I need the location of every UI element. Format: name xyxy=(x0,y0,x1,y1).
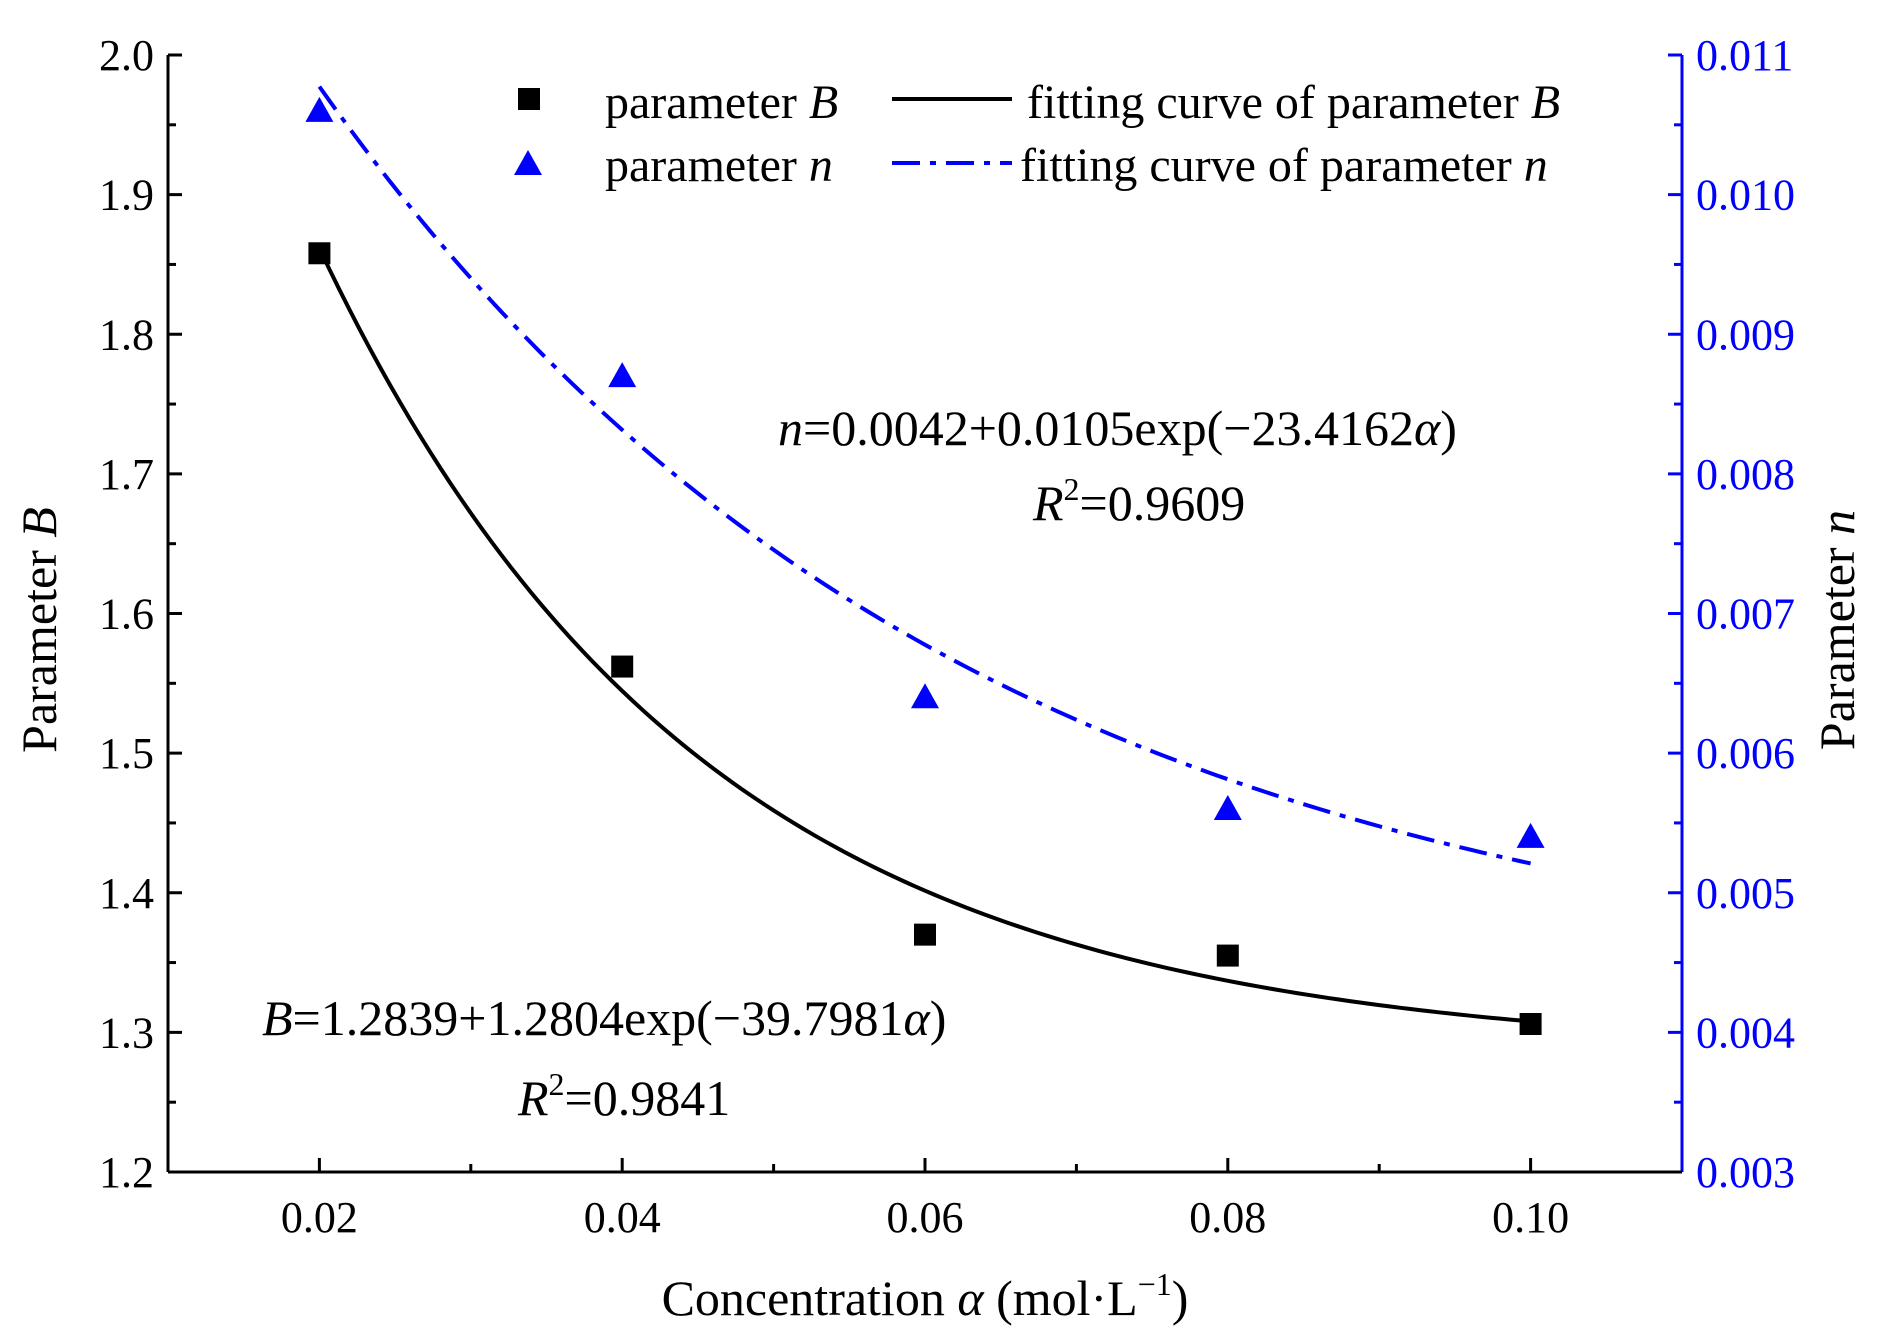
right-tick-label: 0.009 xyxy=(1696,310,1795,359)
left-axis-title-prefix: Parameter xyxy=(11,538,67,753)
x-axis-ticks: 0.02 0.04 0.06 0.08 0.10 xyxy=(166,1158,1569,1242)
x-tick-label: 0.04 xyxy=(584,1193,661,1242)
equation-b-body: =1.2839+1.2804exp(−39.7981 xyxy=(293,990,904,1046)
equation-b-close: ) xyxy=(930,990,947,1046)
right-tick-label: 0.007 xyxy=(1696,590,1795,639)
left-tick-label: 1.8 xyxy=(99,310,154,359)
marker-n-point xyxy=(1213,794,1242,820)
left-tick-label: 1.9 xyxy=(99,171,154,220)
x-axis-title-symbol: α xyxy=(957,1270,985,1326)
equation-n-body: =0.0042+0.0105exp(−23.4162 xyxy=(803,400,1414,456)
marker-b-point xyxy=(611,655,634,678)
right-axis-ticks: 0.003 0.004 0.005 0.006 0.007 0.008 0.009 0.010… xyxy=(1668,31,1795,1197)
right-tick-label: 0.008 xyxy=(1696,450,1795,499)
r2-b-value: =0.9841 xyxy=(565,1070,731,1126)
left-axis-title-var: B xyxy=(11,507,67,538)
equation-b-symbol: α xyxy=(903,990,931,1046)
legend-label-fit-n: fitting curve of parameter n xyxy=(1020,139,1548,192)
legend-label-n-var: n xyxy=(809,139,833,192)
r2-n: R2=0.9609 xyxy=(1032,471,1245,531)
left-axis-ticks: 1.2 1.3 1.4 1.5 1.6 1.7 1.8 1.9 2.0 xyxy=(99,31,182,1197)
x-axis-title-prefix: Concentration xyxy=(662,1270,958,1326)
legend-label-fit-b-prefix: fitting curve of parameter xyxy=(1027,76,1531,129)
left-tick-label: 1.7 xyxy=(99,450,154,499)
left-tick-label: 1.4 xyxy=(99,869,154,918)
right-axis-title: Parameter n xyxy=(1809,510,1865,750)
equation-b-var: B xyxy=(262,990,293,1046)
right-tick-label: 0.003 xyxy=(1696,1148,1795,1197)
legend-label-b-var: B xyxy=(809,76,838,129)
r2-b: R2=0.9841 xyxy=(517,1066,730,1126)
series-b-markers xyxy=(308,242,1542,1035)
left-tick-label: 1.6 xyxy=(99,590,154,639)
right-axis-title-prefix: Parameter xyxy=(1809,535,1865,750)
left-tick-label: 1.2 xyxy=(99,1148,154,1197)
marker-b-point xyxy=(1519,1012,1542,1035)
legend-marker-n xyxy=(514,150,542,175)
r2-b-sup: 2 xyxy=(549,1066,565,1102)
equation-n: n=0.0042+0.0105exp(−23.4162α) xyxy=(778,400,1457,456)
legend-label-fit-n-var: n xyxy=(1524,139,1548,192)
marker-b-point xyxy=(914,923,936,946)
legend-label-b: parameter B xyxy=(605,76,838,129)
marker-n-point xyxy=(911,683,939,709)
x-tick-label: 0.08 xyxy=(1189,1193,1266,1242)
x-tick-label: 0.02 xyxy=(281,1193,358,1242)
r2-n-var: R xyxy=(1032,475,1064,531)
x-axis-title-close: ) xyxy=(1172,1270,1189,1326)
equation-n-var: n xyxy=(778,400,803,456)
right-tick-label: 0.006 xyxy=(1696,729,1795,778)
fit-curve-n xyxy=(317,85,1532,866)
equation-n-symbol: α xyxy=(1414,400,1442,456)
fit-curve-b xyxy=(317,247,1531,1024)
series-n-markers xyxy=(305,96,1545,848)
equation-n-close: ) xyxy=(1440,400,1457,456)
marker-b-point xyxy=(1216,944,1239,967)
x-axis-title-suffix: (mol·L xyxy=(984,1270,1138,1326)
left-tick-label: 1.5 xyxy=(99,729,154,778)
legend-label-b-prefix: parameter xyxy=(605,76,809,129)
legend: parameter B fitting curve of parameter B… xyxy=(514,76,1560,192)
legend-label-fit-b-var: B xyxy=(1531,76,1560,129)
marker-n-point xyxy=(305,96,334,122)
marker-n-point xyxy=(1516,822,1545,848)
r2-n-sup: 2 xyxy=(1064,471,1080,507)
r2-n-value: =0.9609 xyxy=(1080,475,1246,531)
legend-label-fit-b: fitting curve of parameter B xyxy=(1027,76,1560,129)
r2-b-var: R xyxy=(517,1070,549,1126)
x-axis-title: Concentration α (mol·L−1) xyxy=(662,1266,1189,1326)
x-tick-label: 0.10 xyxy=(1492,1193,1569,1242)
x-tick-label: 0.06 xyxy=(887,1193,964,1242)
legend-marker-b xyxy=(518,88,540,110)
equation-b: B=1.2839+1.2804exp(−39.7981α) xyxy=(262,990,946,1046)
right-tick-label: 0.005 xyxy=(1696,869,1795,918)
legend-label-n-prefix: parameter xyxy=(605,139,809,192)
left-tick-label: 1.3 xyxy=(99,1008,154,1057)
right-tick-label: 0.010 xyxy=(1696,171,1795,220)
marker-n-point xyxy=(608,362,637,388)
left-tick-label: 2.0 xyxy=(99,31,154,80)
right-tick-label: 0.011 xyxy=(1696,31,1793,80)
left-axis-title: Parameter B xyxy=(11,507,67,753)
marker-b-point xyxy=(308,242,331,265)
right-tick-label: 0.004 xyxy=(1696,1008,1795,1057)
right-axis-title-var: n xyxy=(1809,510,1865,535)
legend-label-n: parameter n xyxy=(605,139,833,192)
x-axis-title-sup: −1 xyxy=(1138,1266,1172,1302)
legend-label-fit-n-prefix: fitting curve of parameter xyxy=(1020,139,1524,192)
